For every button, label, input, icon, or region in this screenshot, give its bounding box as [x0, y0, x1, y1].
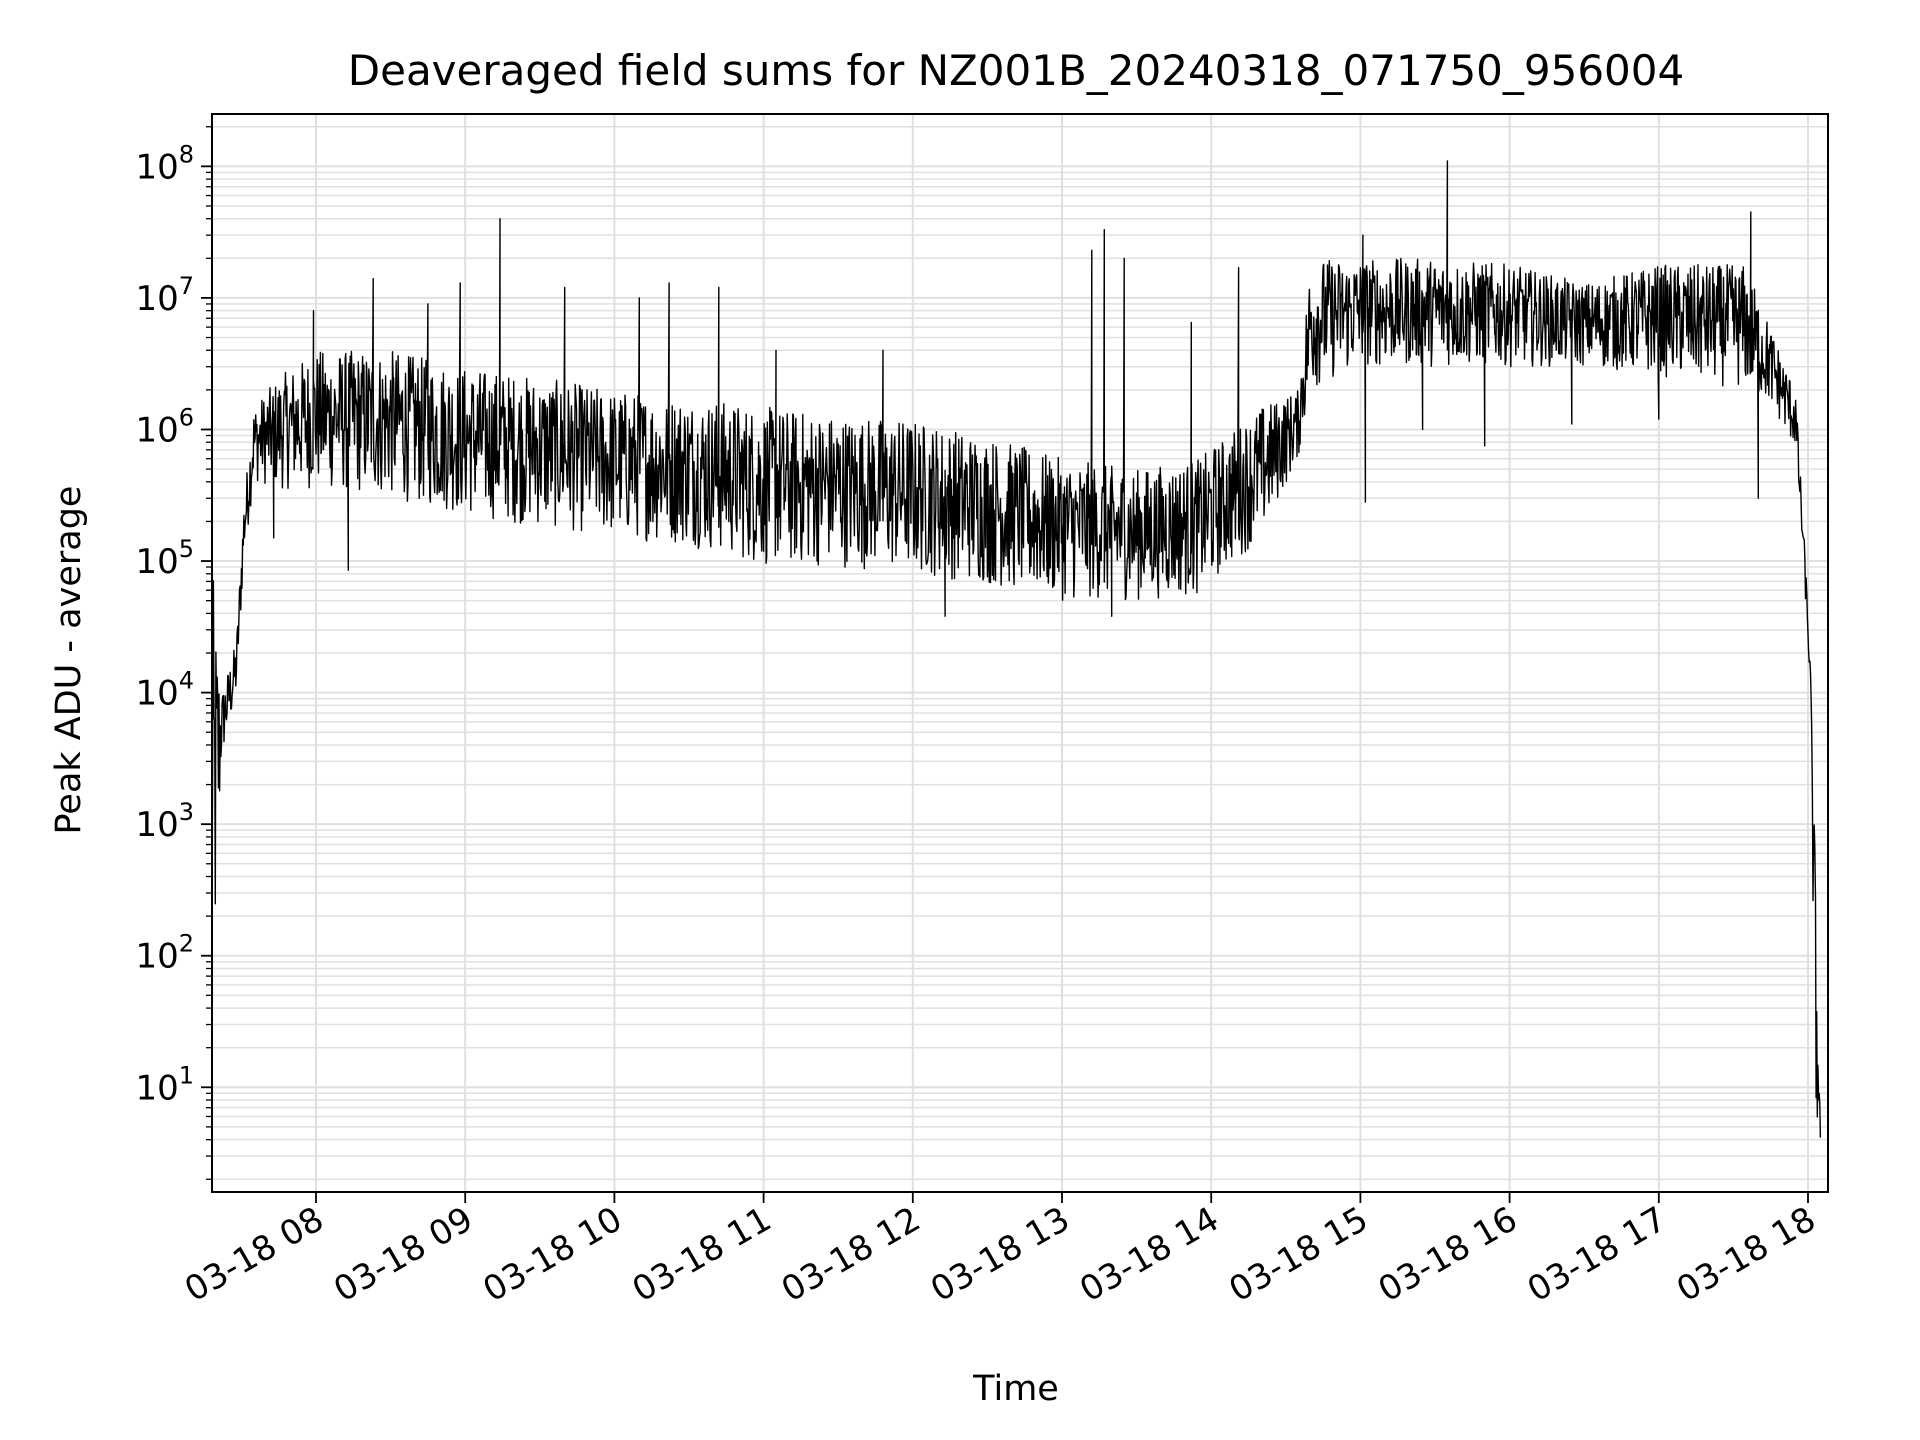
- y-tick-labels: 101 102 103 104 105 106 107 108: [135, 140, 194, 1108]
- plot-frame: [211, 113, 1829, 1193]
- y-tick-label: 108: [135, 140, 194, 187]
- chart-title: Deaveraged field sums for NZ001B_2024031…: [348, 46, 1684, 95]
- y-tick-label: 102: [135, 930, 194, 977]
- y-tick-label: 101: [135, 1061, 194, 1108]
- y-tick-label: 103: [135, 798, 194, 845]
- plot-area: [212, 160, 1822, 1138]
- grid-lines: [212, 114, 1828, 1192]
- y-tick-label: 105: [135, 535, 194, 582]
- y-axis-label: Peak ADU - average: [49, 486, 89, 835]
- y-tick-label: 106: [135, 403, 194, 450]
- y-tick-label: 107: [135, 272, 194, 319]
- axes: [201, 113, 1829, 1203]
- data-series-line: [212, 160, 1822, 1138]
- x-axis-label: Time: [972, 1369, 1059, 1409]
- y-tick-label: 104: [135, 667, 194, 714]
